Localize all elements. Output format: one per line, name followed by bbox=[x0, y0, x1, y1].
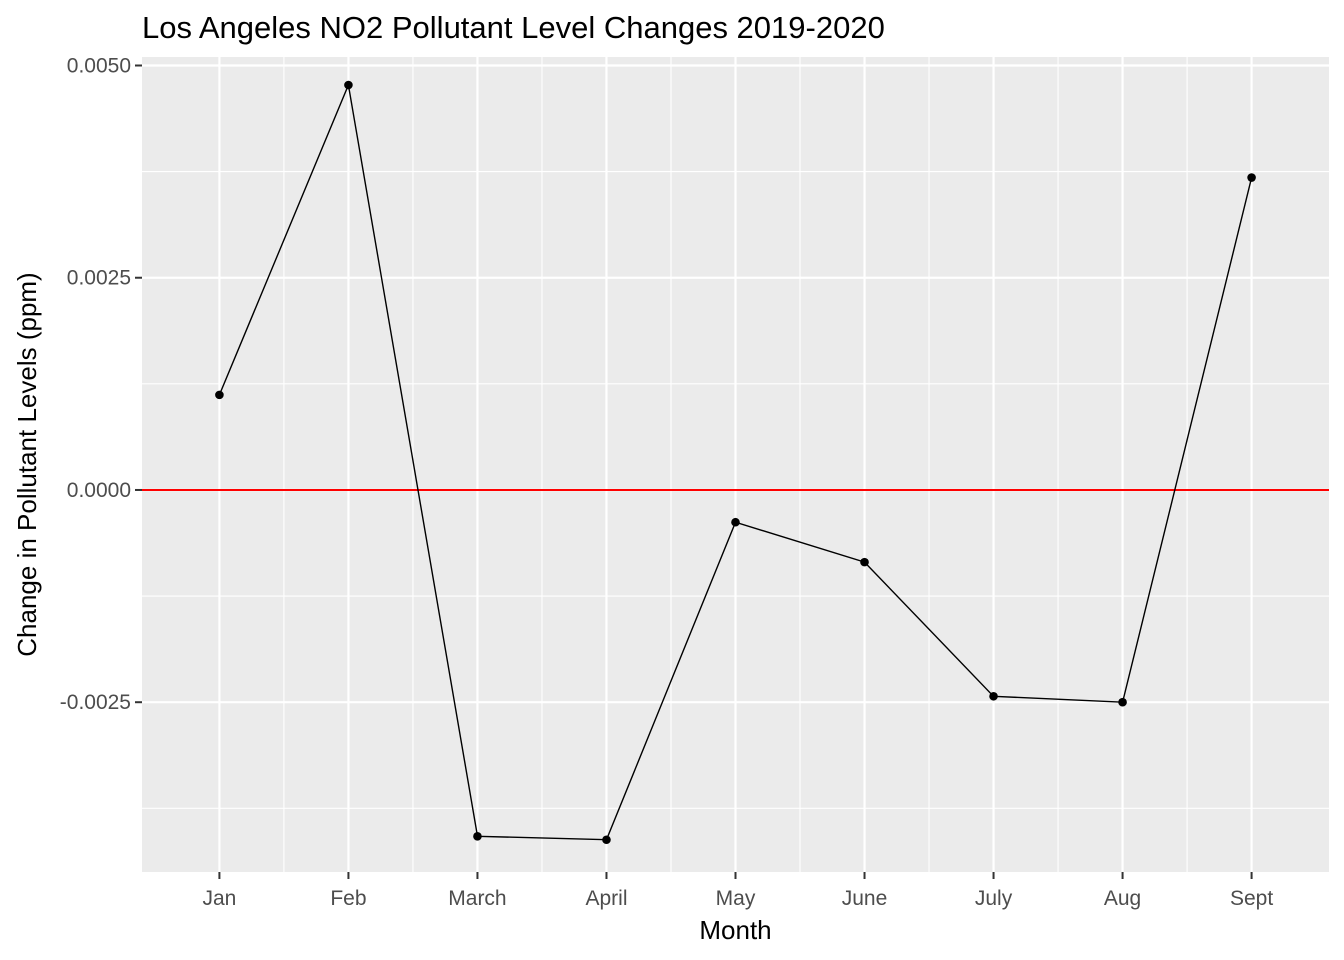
x-tick-label: June bbox=[842, 887, 888, 910]
chart-title: Los Angeles NO2 Pollutant Level Changes … bbox=[142, 10, 885, 45]
data-point-may bbox=[731, 517, 740, 527]
x-tick-label: Feb bbox=[330, 887, 366, 910]
data-point-feb bbox=[344, 80, 353, 90]
data-point-july bbox=[989, 691, 998, 701]
data-point-sept bbox=[1247, 173, 1256, 182]
y-tick-label: 0.0025 bbox=[67, 267, 131, 290]
x-tick-label: March bbox=[448, 887, 506, 910]
y-tick-label: -0.0025 bbox=[60, 691, 131, 714]
x-tick-label: Aug bbox=[1104, 887, 1141, 910]
data-point-june bbox=[860, 557, 869, 567]
grid-major bbox=[142, 57, 1329, 872]
y-axis: -0.0025 0.0000 0.0025 0.0050 bbox=[60, 54, 142, 714]
x-axis: Jan Feb March April May June July Aug Sept bbox=[202, 872, 1273, 910]
x-tick-label: May bbox=[716, 887, 756, 910]
data-point-march bbox=[473, 832, 482, 841]
grid-minor bbox=[142, 57, 1329, 872]
data-point-aug bbox=[1118, 697, 1127, 707]
x-tick-label: Jan bbox=[202, 887, 236, 910]
series-points bbox=[215, 80, 1256, 845]
data-point-april bbox=[602, 835, 611, 845]
y-axis-title: Change in Pollutant Levels (ppm) bbox=[12, 272, 42, 656]
data-point-jan bbox=[215, 390, 224, 400]
x-axis-title: Month bbox=[699, 915, 771, 945]
x-tick-label: Sept bbox=[1230, 887, 1273, 910]
x-tick-label: July bbox=[975, 887, 1013, 910]
y-tick-label: 0.0000 bbox=[67, 479, 131, 502]
x-tick-label: April bbox=[585, 887, 627, 910]
y-tick-label: 0.0050 bbox=[67, 54, 131, 77]
